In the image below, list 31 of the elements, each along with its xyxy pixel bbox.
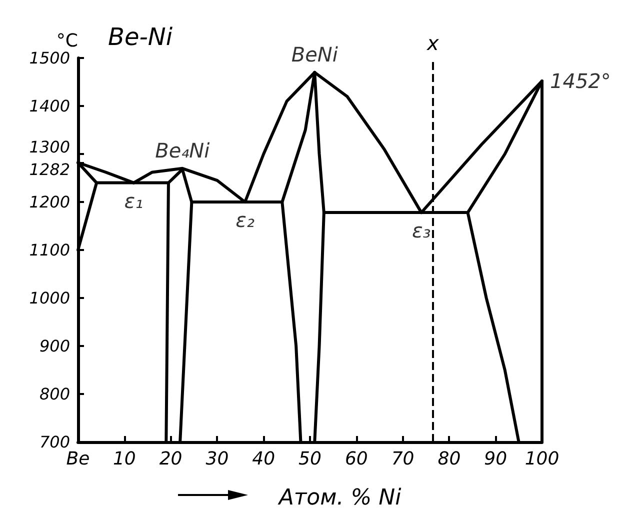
annotation: 1452°: [550, 69, 611, 94]
annotation: ε₃: [412, 218, 431, 243]
chart-title: Be-Ni: [108, 23, 173, 51]
x-tick-label: 20: [159, 448, 182, 470]
x-tick-label: 70: [391, 448, 414, 470]
y-axis-title: °C: [56, 30, 78, 52]
annotation: ε₁: [124, 188, 144, 213]
y-tick-label: 1100: [29, 240, 70, 260]
annotation: Be₄Ni: [155, 138, 210, 162]
x-tick-label: 100: [524, 448, 560, 470]
x-tick-label: Be: [66, 448, 90, 470]
y-tick-label: 700: [39, 432, 70, 452]
ref-line-label: x: [426, 31, 440, 55]
y-tick-label: 1500: [29, 48, 70, 68]
x-tick-label: 10: [112, 448, 136, 470]
y-tick-label: 1300: [29, 138, 70, 156]
x-tick-label: 40: [252, 448, 276, 470]
x-axis-title: Атом. % Ni: [276, 486, 402, 510]
x-tick-label: 60: [344, 448, 368, 470]
y-tick-label: 800: [39, 384, 70, 404]
annotation: ε₂: [236, 208, 254, 232]
annotation: BeNi: [291, 42, 338, 66]
y-tick-label: 1400: [29, 96, 70, 116]
x-tick-label: 80: [438, 448, 461, 470]
y-tick-label: 1282: [29, 160, 70, 180]
x-tick-label: 30: [206, 448, 229, 470]
x-tick-label: 90: [484, 448, 508, 470]
y-tick-label: 900: [39, 336, 70, 356]
y-tick-label: 1200: [29, 192, 70, 212]
y-tick-label: 1000: [29, 288, 70, 308]
x-tick-label: 50: [298, 448, 322, 470]
